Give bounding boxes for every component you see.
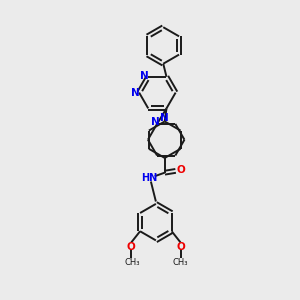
Text: CH₃: CH₃ — [124, 258, 140, 267]
Text: O: O — [176, 242, 185, 253]
Text: N: N — [160, 113, 169, 123]
Text: N: N — [151, 116, 160, 127]
Text: O: O — [127, 242, 136, 253]
Text: O: O — [176, 165, 185, 175]
Text: HN: HN — [141, 173, 158, 183]
Text: N: N — [140, 71, 149, 81]
Text: N: N — [131, 88, 140, 98]
Text: CH₃: CH₃ — [172, 258, 188, 267]
